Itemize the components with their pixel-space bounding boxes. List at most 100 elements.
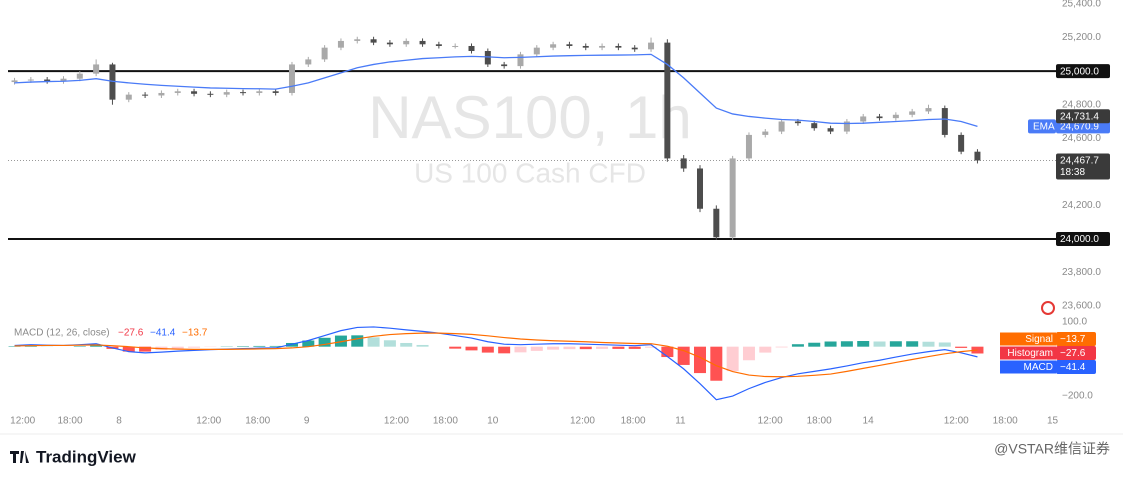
candle-body [11, 80, 18, 83]
histogram-bar [351, 335, 364, 347]
candle-body [305, 59, 312, 65]
candle-body [843, 121, 850, 132]
candle-body [207, 93, 214, 95]
x-tick-label: 12:00 [10, 416, 35, 427]
x-tick-label: 18:00 [993, 416, 1018, 427]
candle-body [354, 39, 361, 41]
candle-body [419, 40, 426, 45]
candle-body [794, 121, 801, 124]
histogram-bar [661, 346, 674, 358]
candle-body [778, 121, 785, 132]
flag-icon [1041, 301, 1055, 315]
ema-name: EMA [1033, 122, 1055, 133]
candle-body [745, 134, 752, 159]
candle-body [533, 47, 540, 55]
candle-body [240, 92, 247, 94]
candle-body [174, 91, 181, 93]
candle-body [762, 131, 769, 135]
candle-body [648, 42, 655, 50]
x-tick-label: 8 [116, 416, 122, 427]
badge-name-bg [1000, 346, 1056, 360]
histogram-bar [334, 335, 347, 347]
histogram-bar [628, 346, 641, 349]
candle-body [713, 208, 720, 238]
macd-legend-value: −41.4 [150, 328, 176, 339]
candle-body [109, 64, 116, 100]
histogram-bar [530, 346, 543, 351]
histogram-bar [416, 344, 429, 347]
candle-body [909, 111, 916, 115]
badge-value: −41.4 [1060, 362, 1086, 373]
histogram-bar [922, 341, 935, 347]
histogram-bar [726, 346, 739, 372]
y-tick-label: 100.0 [1062, 317, 1087, 328]
candle-body [452, 45, 459, 47]
candle-body [76, 73, 83, 79]
candle-body [664, 42, 671, 159]
level-label-bg [1056, 231, 1110, 246]
histogram-bar [400, 342, 413, 347]
candle-body [501, 64, 508, 67]
candle-body [974, 151, 981, 161]
y-tick-label: 25,400.0 [1062, 0, 1101, 10]
ema-value: 24,670.9 [1060, 122, 1099, 133]
countdown: 18:38 [1060, 167, 1085, 178]
y-tick-label: 24,200.0 [1062, 200, 1101, 211]
candle-body [435, 44, 442, 46]
candle-body [729, 158, 736, 238]
candle-body [468, 45, 475, 52]
histogram-bar [808, 342, 821, 347]
x-tick-label: 18:00 [245, 416, 270, 427]
x-tick-label: 18:00 [433, 416, 458, 427]
y-tick-label: 25,200.0 [1062, 32, 1101, 43]
candle-body [697, 168, 703, 209]
histogram-bar [481, 346, 494, 353]
watermark-title: NAS100, 1h [368, 84, 692, 151]
histogram-bar [367, 337, 380, 347]
histogram-bar [90, 345, 103, 347]
ema-badge-bg [1028, 119, 1056, 134]
histogram-bar [188, 346, 201, 348]
candle-body [484, 51, 491, 65]
brand-logo [10, 451, 29, 463]
candle-body [27, 79, 34, 81]
last-price-bg [1056, 153, 1110, 180]
x-tick-label: 12:00 [384, 416, 409, 427]
badge-name: Signal [1025, 334, 1053, 345]
level-label: 24,000.0 [1060, 234, 1099, 245]
badge-value-bg [1056, 346, 1096, 360]
candle-body [223, 92, 230, 95]
last-price-label: 24,467.7 [1060, 156, 1099, 167]
candle-body [93, 64, 100, 74]
histogram-bar [791, 344, 804, 347]
macd-legend-value: −13.7 [182, 328, 208, 339]
histogram-bar [171, 346, 184, 349]
badge-value: −13.7 [1060, 334, 1086, 345]
histogram-bar [318, 337, 331, 347]
candle-body [370, 39, 377, 43]
candle-body [386, 42, 393, 45]
y-tick-label: 23,800.0 [1062, 267, 1101, 278]
x-tick-label: 12:00 [196, 416, 221, 427]
price-label: 24,731.4 [1060, 111, 1099, 122]
histogram-bar [465, 346, 478, 351]
x-tick-label: 18:00 [58, 416, 83, 427]
candle-body [550, 44, 557, 48]
badge-value-bg [1056, 332, 1096, 346]
x-tick-label: 12:00 [570, 416, 595, 427]
badge-name: Histogram [1007, 348, 1053, 359]
y-tick-label: 24,600.0 [1062, 133, 1101, 144]
histogram-bar [612, 346, 625, 349]
candle-body [125, 94, 132, 100]
level-label-bg [1056, 64, 1110, 79]
candle-body [158, 92, 165, 96]
histogram-bar [955, 346, 968, 348]
histogram-bar [645, 346, 658, 348]
histogram-bar [449, 346, 462, 349]
histogram-bar [938, 342, 951, 347]
x-tick-label: 12:00 [758, 416, 783, 427]
candle-body [256, 91, 263, 93]
brand: TradingView [36, 447, 137, 466]
candle-body [582, 45, 589, 48]
histogram-bar [873, 341, 886, 347]
